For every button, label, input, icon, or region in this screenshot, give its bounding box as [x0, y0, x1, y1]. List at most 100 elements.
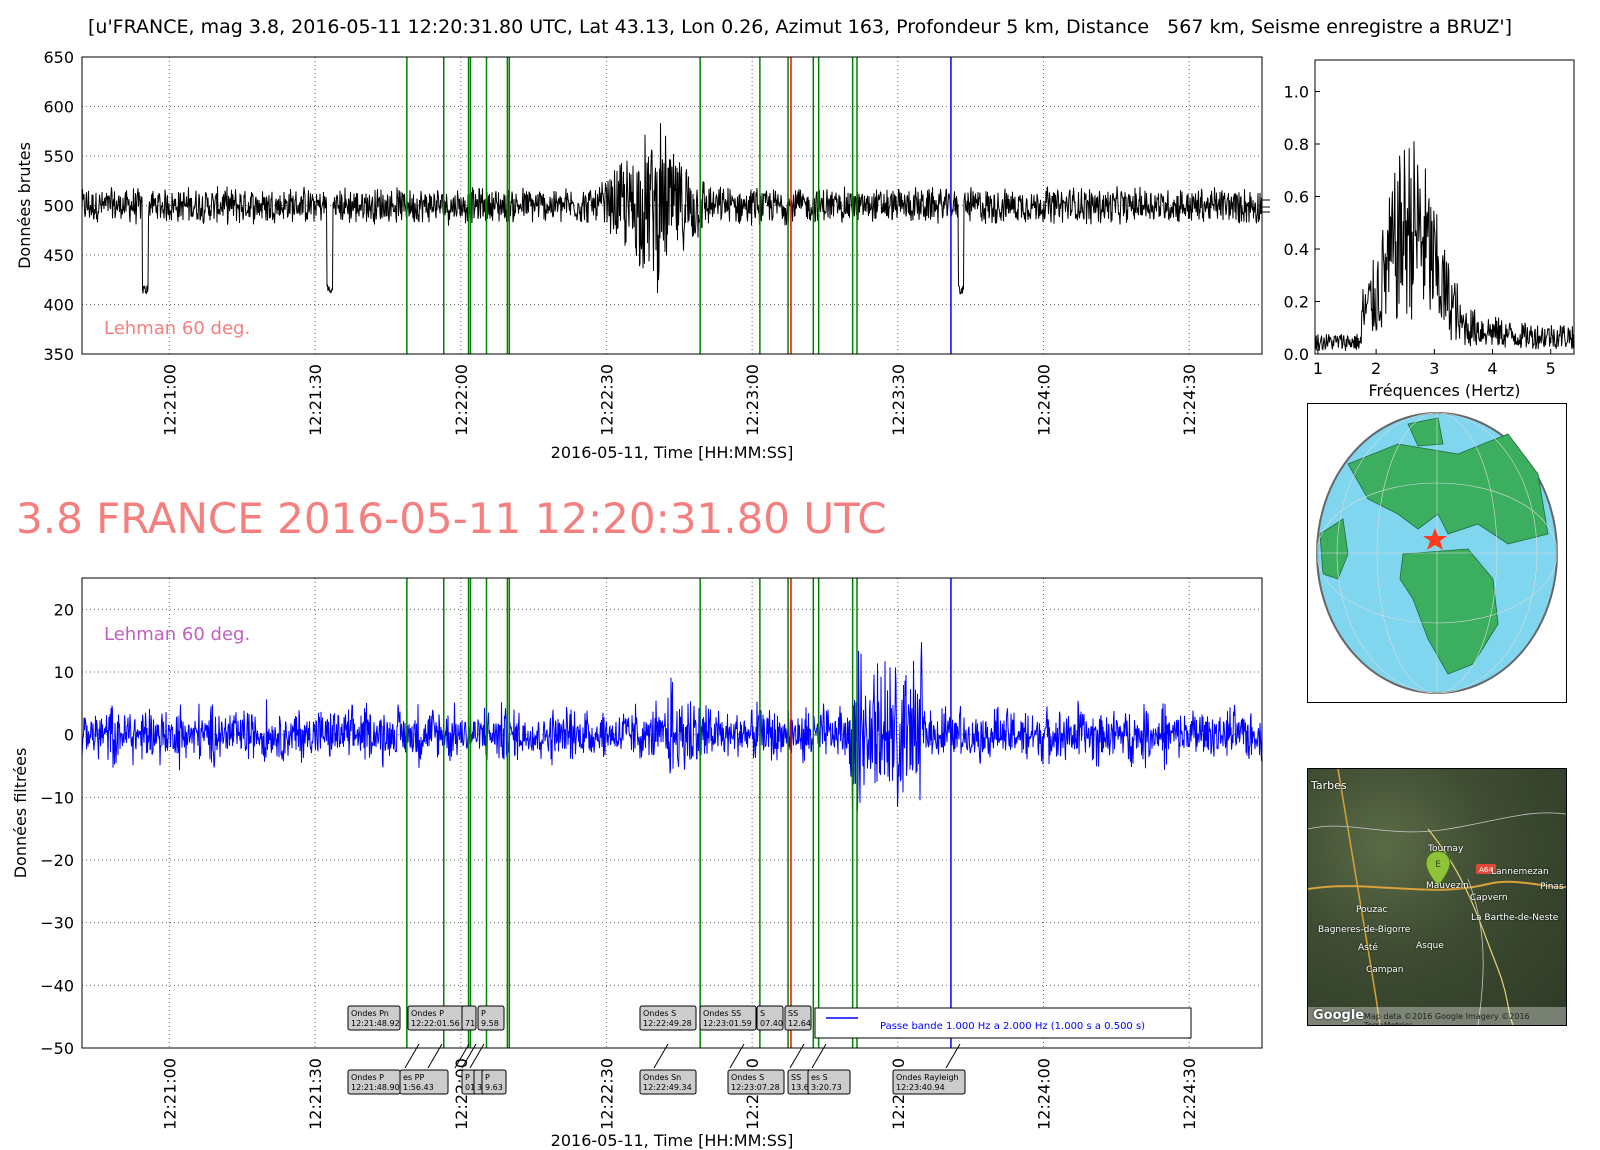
phase-label-time: 12:23:40.94 [896, 1083, 945, 1092]
spectrum-ytick-label: 0.0 [1284, 345, 1309, 364]
phase-label-arrow [811, 1043, 827, 1069]
map-road [1308, 812, 1566, 833]
x-tick-label: 12:23:30 [889, 364, 908, 436]
y-tick-label: −40 [40, 976, 74, 995]
y-tick-label: 350 [43, 345, 74, 364]
globe-map [1307, 403, 1567, 703]
phase-label-name: P [465, 1073, 470, 1082]
phase-label-name: es S [811, 1073, 828, 1082]
spectrum-ytick-label: 0.2 [1284, 293, 1309, 312]
raw-trace-line [81, 123, 1263, 295]
map-town-bagneres: Bagneres-de-Bigorre [1318, 925, 1411, 935]
legend-entry: Passe bande 1.000 Hz a 2.000 Hz (1.000 s… [880, 1021, 1145, 1032]
map-town-lannemezan: Lannemezan [1491, 867, 1549, 877]
phase-label-time: 9.58 [481, 1019, 499, 1028]
phase-label-arrow [653, 1043, 669, 1069]
map-town-mauvezin: Mauvezin [1426, 881, 1469, 891]
map-road [1308, 880, 1566, 891]
spectrum-xtick-label: 2 [1371, 359, 1381, 378]
x-tick-label: 12:21:30 [306, 364, 325, 436]
x-tick-label: 12:21:00 [160, 364, 179, 436]
phase-label-time: 9.63 [485, 1083, 503, 1092]
raw-axes-frame [81, 56, 1263, 355]
filtered-axes-frame [81, 577, 1263, 1049]
globe-land-africa [1399, 548, 1499, 675]
phase-label-time: 12:23:07.28 [731, 1083, 780, 1092]
phase-label-name: P [485, 1073, 490, 1082]
phase-label-arrow [789, 1043, 805, 1069]
phase-label-name: Ondes S [731, 1073, 764, 1082]
map-town-aste: Asté [1358, 943, 1378, 953]
phase-label-time: 12:23:01.59 [703, 1019, 752, 1028]
phase-label-name: Ondes SS [703, 1009, 741, 1018]
phase-label-time: 71 [465, 1019, 475, 1028]
map-footer: Google Map data ©2016 Google Imagery ©20… [1308, 1007, 1566, 1025]
phase-label-name: SS [791, 1073, 801, 1082]
globe-graticule [1316, 412, 1558, 694]
phase-label-time: 12:21:48.90 [351, 1083, 400, 1092]
spectrum-xtick-label: 4 [1487, 359, 1497, 378]
spectrum-ytick-label: 0.8 [1284, 135, 1309, 154]
spectrum-xtick-label: 5 [1546, 359, 1556, 378]
filtered-trace-line [81, 642, 1263, 813]
map-town-la-barthe: La Barthe-de-Neste [1471, 913, 1559, 923]
map-road [1467, 878, 1484, 1025]
raw-data-panel: 350 400 450 500 550 600 650 12:21:00 12:21:30 12:… [15, 48, 1270, 462]
phase-label-name: Ondes Sn [643, 1073, 681, 1082]
phase-label-box [699, 1005, 757, 1031]
map-road [1337, 769, 1381, 1025]
epicenter-star-icon [1423, 528, 1447, 550]
phase-label-time: 12:22:01.56 [411, 1019, 460, 1028]
map-marker-label: E [1435, 860, 1441, 870]
x-tick-label: 12:24:30 [1180, 1058, 1199, 1130]
phase-label-box [399, 1069, 449, 1095]
spectrum-ytick-label: 0.4 [1284, 240, 1309, 259]
phase-label-arrow [461, 1043, 477, 1069]
spectrum-axes-frame [1314, 59, 1575, 355]
x-tick-label: 12:21:30 [306, 1058, 325, 1130]
phase-label-time: 3:20.73 [811, 1083, 842, 1092]
y-tick-label: −30 [40, 914, 74, 933]
map-town-tarbes: Tarbes [1311, 779, 1347, 792]
phase-label-time: 12.64 [788, 1019, 811, 1028]
phase-label-box [639, 1069, 697, 1095]
phase-label-time: 12:22:49.34 [643, 1083, 692, 1092]
y-tick-label: 650 [43, 48, 74, 67]
x-tick-label: 12:21:00 [160, 1058, 179, 1130]
phase-label-name: S [760, 1009, 765, 1018]
phase-label-box [784, 1005, 812, 1031]
phase-label-arrow [427, 1043, 443, 1069]
y-tick-label: 400 [43, 296, 74, 315]
y-tick-label: 500 [43, 197, 74, 216]
x-tick-label: 12:24:00 [1034, 364, 1053, 436]
satellite-map: A64 E Tarbes Tournay Lannemezan Pinas Ma… [1307, 768, 1567, 1026]
spectrum-ytick-label: 0.6 [1284, 188, 1309, 207]
map-town-tournay: Tournay [1428, 844, 1464, 854]
globe-land-greenland [1407, 417, 1444, 447]
phase-label-box [727, 1069, 785, 1095]
y-tick-label: 10 [54, 663, 74, 682]
x-tick-label: 12:24:00 [1034, 1058, 1053, 1130]
spectrum-xtick-label: 3 [1429, 359, 1439, 378]
map-marker-icon [1425, 850, 1451, 888]
page-title: [u'FRANCE, mag 3.8, 2016-05-11 12:20:31.… [88, 16, 1512, 38]
raw-lehman-annotation: Lehman 60 deg. [104, 318, 250, 339]
phase-label-name: Ondes S [643, 1009, 676, 1018]
phase-label-name: Ondes P [351, 1073, 384, 1082]
filtered-data-panel: −50 −40 −30 −20 −10 0 10 20 12:21:00 12:21:30 12:2… [11, 577, 1263, 1150]
road-shield [1476, 864, 1496, 874]
map-town-pouzac: Pouzac [1356, 905, 1388, 915]
phase-label-arrow [729, 1043, 745, 1069]
phase-label-name: Ondes Pn [351, 1009, 389, 1018]
y-tick-label: −10 [40, 788, 74, 807]
x-tick-label: 12:22:30 [597, 364, 616, 436]
filtered-ylabel: Données filtrées [11, 748, 30, 879]
y-tick-label: 450 [43, 246, 74, 265]
spectrum-panel: 0.0 0.2 0.4 0.6 0.8 1.0 1 2 3 4 5 Fréquences (Hertz… [1284, 59, 1575, 400]
x-tick-label: 12:24:30 [1180, 364, 1199, 436]
phase-label-box [461, 1005, 477, 1031]
phase-label-name: Ondes Rayleigh [896, 1073, 959, 1082]
raw-ylabel: Données brutes [15, 142, 34, 269]
x-tick-label: 12:22:30 [597, 1058, 616, 1130]
